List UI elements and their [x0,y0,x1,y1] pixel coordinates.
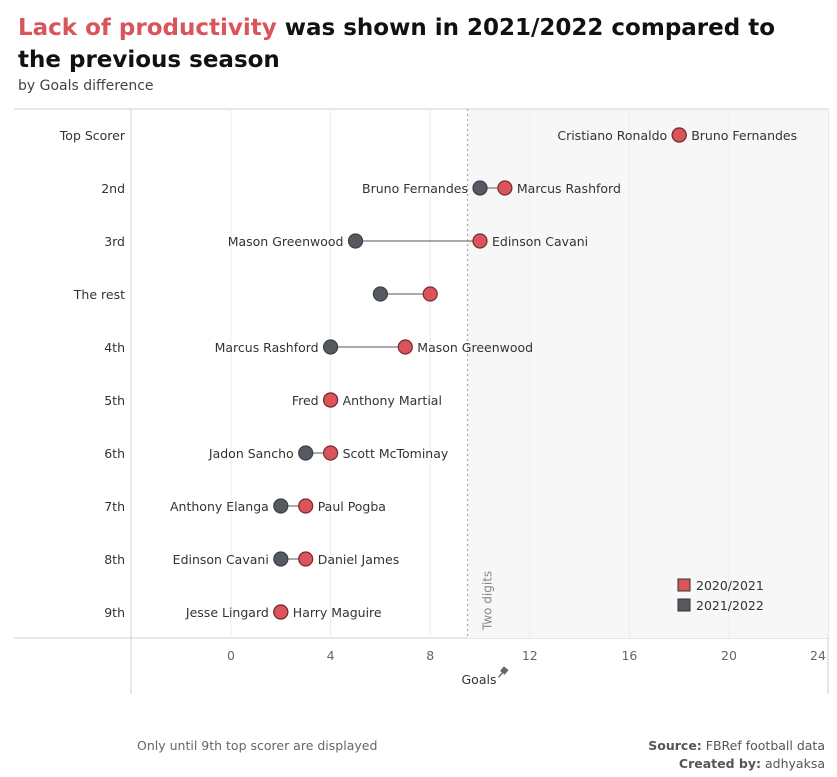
data-row: 5th Fred Anthony Martial [104,392,442,408]
player-label-2020-2021: Mason Greenwood [417,340,533,355]
row-rank-label: 9th [104,605,125,620]
point-2020-2021 [323,445,339,461]
row-rank-label: The rest [73,287,125,302]
data-row: The rest [73,286,438,302]
dumbbell-chart: Two digits Top Scorer Cristiano Ronaldo Bru… [14,108,829,694]
data-row: 4th Marcus Rashford Mason Greenwood [104,339,533,355]
footnote: Only until 9th top scorer are displayed [137,738,378,753]
data-row: 9th Jesse Lingard Harry Maguire [104,604,382,620]
row-rank-label: 6th [104,446,125,461]
x-tick-label: 0 [227,648,235,663]
chart-title: Lack of productivity was shown in 2021/2… [18,12,818,76]
data-row: Top Scorer Cristiano Ronaldo Bruno Fernand… [59,127,797,143]
point-2021-2022 [273,498,289,514]
legend-swatch [677,598,691,612]
reference-line-label: Two digits [481,571,495,631]
created-value: adhyaksa [761,756,825,771]
point-2021-2022 [472,180,488,196]
row-rank-label: 3rd [104,234,125,249]
source-label: Source: [648,738,702,753]
legend-label: 2020/2021 [696,578,764,593]
point-2021-2022 [298,445,314,461]
x-tick-label: 12 [522,648,538,663]
x-axis-label: Goals [462,672,497,687]
row-rank-label: 8th [104,552,125,567]
player-label-2021-2022: Anthony Elanga [170,499,269,514]
point-2021-2022 [273,551,289,567]
point-2020-2021 [497,180,513,196]
chart-subtitle: by Goals difference [18,78,154,94]
data-row: 7th Anthony Elanga Paul Pogba [104,498,386,514]
player-label-2021-2022: Fred [292,393,319,408]
player-label-2020-2021: Edinson Cavani [492,234,588,249]
point-2021-2022 [372,286,388,302]
player-label-2021-2022: Cristiano Ronaldo [557,128,667,143]
player-label-2020-2021: Bruno Fernandes [691,128,797,143]
pin-icon [497,666,509,678]
point-2021-2022 [347,233,364,249]
x-tick-label: 4 [327,648,335,663]
x-tick-label: 24 [810,648,826,663]
point-2020-2021 [671,127,687,143]
point-2020-2021 [422,286,438,302]
data-row: 8th Edinson Cavani Daniel James [104,551,400,567]
pin-icon-head [500,666,509,675]
creator-credit: Created by: adhyaksa [648,755,825,773]
player-label-2021-2022: Mason Greenwood [228,234,344,249]
player-label-2020-2021: Harry Maguire [293,605,382,620]
row-rank-label: 5th [104,393,125,408]
legend-label: 2021/2022 [696,598,764,613]
legend-swatch [677,578,691,592]
source-credit: Source: FBRef football data [648,737,825,755]
point-2020-2021 [397,339,413,355]
title-rest: was shown in 2021/2022 compared to the p… [18,15,776,73]
created-label: Created by: [678,756,762,771]
data-row: 2nd Bruno Fernandes Marcus Rashford [101,180,621,196]
player-label-2020-2021: Anthony Martial [343,393,442,408]
point-2021-2022 [323,339,339,355]
player-label-2020-2021: Marcus Rashford [517,181,621,196]
player-label-2020-2021: Daniel James [318,552,400,567]
point-2020-2021 [323,392,339,408]
point-2020-2021 [298,551,314,567]
x-tick-label: 8 [426,648,434,663]
title-highlight: Lack of productivity [18,15,277,41]
x-tick-label: 20 [721,648,737,663]
player-label-2021-2022: Jesse Lingard [185,605,269,620]
player-label-2021-2022: Bruno Fernandes [362,181,468,196]
row-rank-label: 7th [104,499,125,514]
point-2020-2021 [472,233,488,249]
row-rank-label: Top Scorer [59,128,126,143]
player-label-2021-2022: Edinson Cavani [173,552,269,567]
x-tick-label: 16 [621,648,637,663]
point-2020-2021 [273,604,289,620]
player-label-2021-2022: Jadon Sancho [208,446,294,461]
data-row: 3rd Mason Greenwood Edinson Cavani [104,233,588,249]
player-label-2021-2022: Marcus Rashford [215,340,319,355]
player-label-2020-2021: Paul Pogba [318,499,386,514]
row-rank-label: 4th [104,340,125,355]
pin-icon-needle [497,672,503,678]
source-value: FBRef football data [701,738,825,753]
two-digits-region [467,110,828,638]
player-label-2020-2021: Scott McTominay [343,446,449,461]
row-rank-label: 2nd [101,181,125,196]
credits: Source: FBRef football data Created by: … [648,737,825,773]
point-2020-2021 [298,498,314,514]
data-row: 6th Jadon Sancho Scott McTominay [104,445,449,461]
